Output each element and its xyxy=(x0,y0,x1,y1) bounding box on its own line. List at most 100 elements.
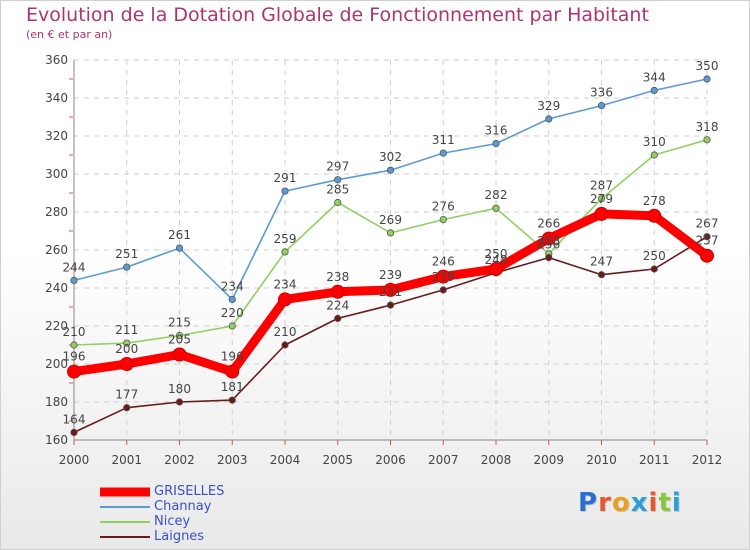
data-point-laignes xyxy=(123,404,131,412)
data-point-nicey xyxy=(650,151,658,159)
chart-subtitle: (en € et par an) xyxy=(26,28,113,41)
x-tick-label: 2012 xyxy=(692,453,723,467)
data-label-griselles: 238 xyxy=(326,270,349,284)
data-label-channay: 291 xyxy=(274,171,297,185)
x-tick-label: 2001 xyxy=(111,453,142,467)
legend-label: GRISELLES xyxy=(154,484,225,499)
data-point-laignes xyxy=(228,396,236,404)
data-point-nicey xyxy=(123,339,131,347)
data-label-nicey: 285 xyxy=(326,183,349,197)
data-point-griselles xyxy=(172,347,187,362)
data-point-nicey xyxy=(439,216,447,224)
data-label-channay: 234 xyxy=(221,279,244,293)
y-tick-label: 200 xyxy=(45,357,68,371)
data-label-channay: 316 xyxy=(485,124,508,138)
chart-title: Evolution de la Dotation Globale de Fonc… xyxy=(26,4,649,26)
x-tick-label: 2011 xyxy=(639,453,670,467)
data-label-nicey: 282 xyxy=(485,188,508,202)
data-point-nicey xyxy=(597,195,606,203)
x-tick-label: 2004 xyxy=(270,453,301,467)
data-point-laignes xyxy=(334,314,342,322)
y-tick-label: 240 xyxy=(45,281,68,295)
logo-letter: i xyxy=(671,488,682,518)
data-label-griselles: 250 xyxy=(485,247,508,261)
data-label-griselles: 200 xyxy=(115,342,138,356)
data-label-griselles: 266 xyxy=(537,217,560,231)
data-label-nicey: 269 xyxy=(379,213,402,227)
x-tick-label: 2010 xyxy=(586,453,617,467)
data-label-griselles: 246 xyxy=(432,255,455,269)
data-point-nicey xyxy=(492,204,500,212)
data-point-griselles xyxy=(647,208,662,223)
x-tick-label: 2005 xyxy=(322,453,353,467)
data-point-nicey xyxy=(70,341,78,349)
data-label-laignes: 231 xyxy=(379,285,402,299)
data-point-channay xyxy=(545,115,553,123)
data-point-griselles xyxy=(541,231,556,246)
legend-swatch xyxy=(100,520,150,523)
x-tick-label: 2000 xyxy=(59,453,90,467)
data-point-channay xyxy=(650,86,658,95)
data-point-nicey xyxy=(175,331,184,340)
data-label-griselles: 196 xyxy=(63,350,86,364)
data-point-griselles xyxy=(67,364,81,379)
data-label-nicey: 210 xyxy=(63,325,86,339)
legend-label: Channay xyxy=(154,499,212,514)
data-label-channay: 311 xyxy=(432,133,455,147)
data-label-nicey: 211 xyxy=(115,323,138,337)
legend-item-nicey: Nicey xyxy=(100,514,420,529)
data-label-laignes: 224 xyxy=(326,298,349,312)
data-label-nicey: 215 xyxy=(168,316,191,330)
data-point-griselles xyxy=(700,248,714,263)
logo-letter: r xyxy=(598,488,612,518)
data-point-griselles xyxy=(436,269,451,284)
data-point-nicey xyxy=(386,229,395,237)
y-tick-label: 260 xyxy=(45,243,68,257)
y-tick-label: 160 xyxy=(45,433,68,447)
data-point-griselles xyxy=(383,282,398,297)
data-point-laignes xyxy=(386,301,395,309)
y-tick-label: 320 xyxy=(45,129,68,143)
data-label-nicey: 220 xyxy=(221,306,244,320)
legend-label: Laignes xyxy=(154,529,205,544)
y-tick-label: 360 xyxy=(45,53,68,67)
data-label-griselles: 196 xyxy=(221,350,244,364)
data-label-channay: 302 xyxy=(379,150,402,164)
data-point-channay xyxy=(175,244,184,252)
data-label-laignes: 181 xyxy=(221,380,244,394)
legend-item-channay: Channay xyxy=(100,499,420,514)
data-label-laignes: 250 xyxy=(643,249,666,263)
data-label-griselles: 239 xyxy=(379,268,402,282)
data-label-laignes: 248 xyxy=(485,253,508,267)
data-label-griselles: 257 xyxy=(696,234,719,248)
legend-item-griselles: GRISELLES xyxy=(100,484,420,499)
data-label-nicey: 287 xyxy=(590,179,613,193)
data-point-channay xyxy=(703,75,711,83)
data-point-channay xyxy=(439,149,447,157)
logo-letter: x xyxy=(630,488,649,518)
x-tick-label: 2003 xyxy=(217,453,248,467)
data-point-nicey xyxy=(334,198,342,207)
legend-swatch xyxy=(100,487,150,496)
x-tick-label: 2007 xyxy=(428,453,459,467)
data-label-channay: 350 xyxy=(696,59,719,73)
data-point-laignes xyxy=(281,341,289,349)
data-point-nicey xyxy=(228,322,236,330)
data-label-griselles: 234 xyxy=(274,277,297,291)
data-point-channay xyxy=(281,187,289,195)
data-point-griselles xyxy=(594,206,609,221)
data-label-laignes: 267 xyxy=(696,217,719,231)
data-point-channay xyxy=(386,166,395,174)
data-point-channay xyxy=(228,295,236,303)
data-point-channay xyxy=(123,263,131,271)
data-label-laignes: 210 xyxy=(274,325,297,339)
data-label-channay: 344 xyxy=(643,70,666,84)
data-label-laignes: 247 xyxy=(590,255,613,269)
data-point-griselles xyxy=(119,357,134,371)
data-label-laignes: 239 xyxy=(432,270,455,284)
data-point-laignes xyxy=(175,398,184,406)
y-tick-label: 300 xyxy=(45,167,68,181)
x-tick-label: 2006 xyxy=(375,453,406,467)
